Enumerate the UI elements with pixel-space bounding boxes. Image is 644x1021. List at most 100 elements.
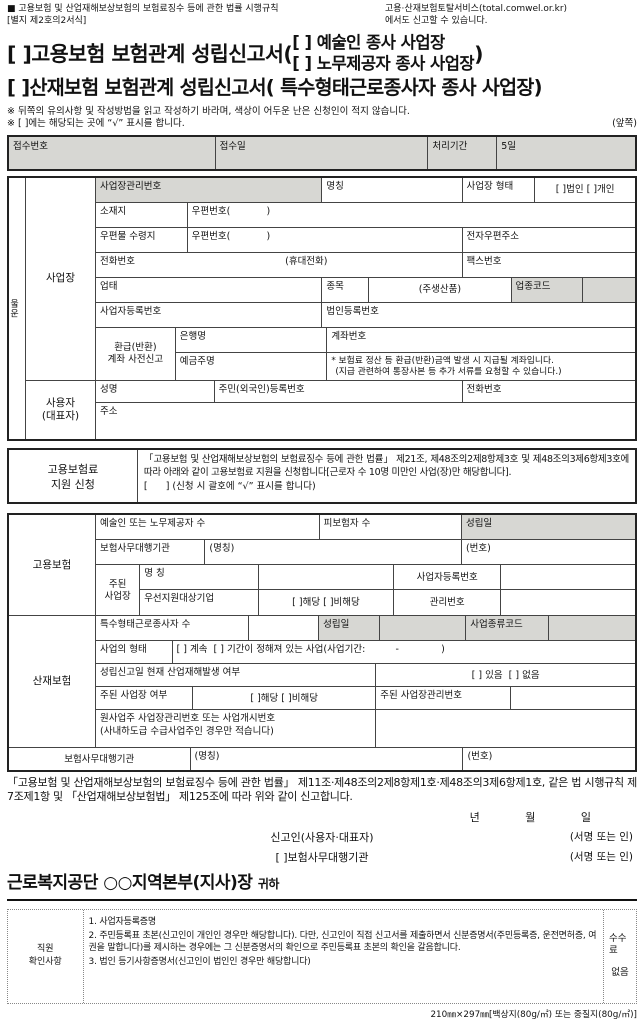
mgmt-no-label: 관리번호 (394, 590, 502, 616)
main-workplace-yn-label: 주된 사업장 여부 (96, 687, 194, 710)
main-workplace-bizno-label: 사업자등록번호 (394, 565, 502, 590)
workplace-type-checkboxes: [ ]법인 [ ]개인 (555, 183, 615, 195)
rule-reference-line2: [별지 제2호의2서식] (7, 15, 87, 26)
industrial-agency-no-field: (번호) (467, 751, 493, 763)
account-holder-field: 예금주명 (176, 352, 328, 381)
processing-period-label: 처리기간 (428, 136, 498, 169)
receipt-table: 접수번호 접수일 처리기간 5일 (7, 134, 637, 171)
industry-code-field (583, 277, 635, 302)
option-labor-provider-workplace: [ ] 노무제공자 종사 사업장 (292, 53, 475, 73)
processing-period-value: 5일 (501, 140, 517, 152)
refund-account-group: 환급(반환) 계좌 사전신고 은행명 계좌번호 예금주명 * 보 (96, 327, 635, 381)
online-service-line1: 고용·산재보험토탈서비스(total.comwel.or.kr) (385, 4, 568, 14)
title-industrial-insurance: [ ]산재보험 보험관계 성립신고서( 특수형태근로종사자 종사 사업장) (7, 76, 543, 100)
industry-code-label: 업종코드 (511, 277, 584, 302)
main-product-field: (주생산품) (369, 277, 512, 302)
biz-code-value (548, 616, 635, 641)
agency-sign-row: [ ]보험사무대행기관 (서명 또는 인) (7, 851, 637, 865)
biz-type-field: 업태 (96, 277, 323, 302)
staff-item-3: 3. 법인 등기사항증명서(신고인이 법인인 경우만 해당합니다) (88, 957, 311, 968)
title-line1-options: [ ] 예술인 종사 사업장 [ ] 노무제공자 종사 사업장 (292, 33, 474, 74)
signature-note-2: (서명 또는 인) (569, 850, 633, 863)
employment-insurance-label: 고용보험 (9, 515, 96, 616)
mgmt-no-field: 사업장관리번호 (96, 177, 323, 202)
table-row: 사업의 형태 [ ] 계속 [ ] 기간이 정해져 있는 사업(사업기간: - … (96, 641, 635, 665)
mail-address-label: 우편물 수령지 (96, 227, 188, 252)
fax-field: 팩스번호 (466, 255, 502, 267)
owner-address-field: 주소 (100, 406, 118, 418)
insurance-detail-table: 고용보험 예술인 또는 노무제공자 수 피보험자 수 성립일 보험사무대행기관 … (7, 513, 637, 773)
accident-occurrence-label: 성립신고일 현재 산업재해발생 여부 (96, 664, 377, 687)
signature-note-1: (서명 또는 인) (569, 830, 633, 843)
corp-reg-no-field: 법인등록번호 (326, 305, 379, 317)
instruction-notes: ※ 뒤쪽의 유의사항 및 작성방법을 읽고 작성하기 바라며, 색상이 어두운 … (7, 106, 637, 130)
main-workplace-mgmtno-value (511, 687, 635, 709)
declarant-sign-row: 신고인(사용자·대표자) (서명 또는 인) (7, 831, 637, 845)
industrial-insurance-label: 산재보험 (9, 616, 96, 748)
receipt-date-cell: 접수일 (216, 136, 429, 169)
staff-item-1: 1. 사업자등록증명 (88, 916, 157, 927)
biz-code-label: 사업종류코드 (466, 616, 549, 641)
note-2: ※ [ ]에는 해당되는 곳에 “√” 표시를 합니다. (7, 118, 185, 130)
industrial-agency-row: 보험사무대행기관 (명칭) (번호) (9, 748, 635, 771)
paper-spec: 210㎜×297㎜[백상지(80g/㎡) 또는 중질지(80g/㎡)] (430, 1009, 637, 1020)
premium-support-table: 고용보험료 지원 신청 「고용보험 및 산업재해보상보험의 보험료징수 등에 관… (7, 448, 637, 505)
staff-item-2: 2. 주민등록표 초본(신고인이 개인인 경우만 해당합니다). 다만, 신고인… (88, 931, 597, 953)
note-1: ※ 뒤쪽의 유의사항 및 작성방법을 읽고 작성하기 바라며, 색상이 어두운 … (7, 106, 410, 118)
rule-reference: ■ 고용보험 및 산업재해보상보험의 보험료징수 등에 관한 법률 시행규칙 [… (7, 4, 375, 27)
employment-est-date-field: 성립일 (461, 515, 635, 540)
table-row: 성명 주민(외국인)등록번호 전화번호 (96, 381, 635, 404)
industrial-est-date-label: 성립일 (319, 616, 381, 641)
owner-phone-field: 전화번호 (466, 384, 502, 396)
employment-agency-label: 보험사무대행기관 (96, 540, 206, 565)
location-label: 소재지 (96, 202, 188, 227)
premium-support-label: 고용보험료 지원 신청 (9, 450, 138, 503)
table-row: 성립신고일 현재 산업재해발생 여부 [ ] 있음 [ ] 없음 (96, 664, 635, 688)
declaration-section: 「고용보험 및 산업재해보상보험의 보험료징수 등에 관한 법률」 제11조·제… (7, 776, 637, 894)
common-side-label: 공통 (9, 177, 26, 440)
table-row: 우선지원대상기업 [ ]해당 [ ]비해당 관리번호 (140, 590, 635, 616)
owner-name-field: 성명 (96, 381, 215, 403)
table-row: 명 칭 사업자등록번호 (140, 565, 635, 591)
workplace-type-label: 사업장 형태 (463, 177, 536, 202)
table-row: 보험사무대행기관 (명칭) (번호) (96, 540, 635, 566)
biz-reg-no-field: 사업자등록번호 (96, 302, 323, 327)
workplace-name-field: 명칭 (322, 177, 463, 202)
insured-count-field: 피보험자 수 (320, 515, 462, 540)
phone-field: 전화번호 (휴대전화) (96, 252, 463, 277)
staff-confirmation-table: 직원 확인사항 1. 사업자등록증명 2. 주민등록표 초본(신고인이 개인인 … (7, 908, 637, 1004)
email-field: 전자우편주소 (466, 230, 519, 242)
main-workplace-group: 주된 사업장 명 칭 사업자등록번호 우선지원대상기업 [ ]해당 [ ]비해당 (96, 565, 635, 616)
premium-support-checkbox: [ ] (신청 시 괄호에 “√” 표시를 합니다) (143, 480, 316, 492)
main-workplace-yn-checkboxes: [ ]해당 [ ]비해당 (193, 687, 377, 710)
mobile-field: (휴대전화) (285, 255, 328, 267)
original-employer-value (376, 710, 635, 747)
artist-count-field: 예술인 또는 노무제공자 수 (96, 515, 320, 540)
section-divider (7, 898, 637, 901)
title-line1-prefix: [ ]고용보험 보험관계 성립신고서( (7, 41, 293, 66)
receipt-no-cell: 접수번호 (9, 136, 216, 169)
table-row: 주된 사업장 여부 [ ]해당 [ ]비해당 주된 사업장관리번호 (96, 687, 635, 711)
online-service-line2: 에서도 신고할 수 있습니다. (385, 15, 488, 26)
table-row: 원사업주 사업장관리번호 또는 사업개시번호 (사내하도급 수급사업주인 경우만… (96, 710, 635, 748)
item-label: 종목 (322, 277, 370, 302)
business-form-checkboxes: [ ] 계속 [ ] 기간이 정해져 있는 사업(사업기간: - ) (176, 644, 445, 656)
special-worker-count-value (249, 616, 320, 641)
table-row: 우편물 수령지 우편번호( ) 전자우편주소 (96, 227, 635, 253)
priority-company-label: 우선지원대상기업 (140, 590, 259, 616)
workplace-label: 사업장 (26, 177, 96, 381)
bank-name-field: 은행명 (176, 327, 328, 352)
table-row: 예금주명 * 보험료 정산 등 환급(반환)금액 발생 시 지급될 계좌입니다.… (176, 352, 635, 381)
industrial-insurance-group: 산재보험 특수형태근로종사자 수 성립일 사업종류코드 사업의 형태 [ ] 계… (9, 616, 635, 749)
table-row: 예술인 또는 노무제공자 수 피보험자 수 성립일 (96, 515, 635, 541)
table-row: 소재지 우편번호( ) (96, 202, 635, 228)
declarant-label: 신고인(사용자·대표자) (270, 830, 374, 844)
common-section-table: 공통 사업장 사업장관리번호 명칭 사업장 형태 [ ]법인 [ ]개인 소재지… (7, 175, 637, 442)
online-service-note: 고용·산재보험토탈서비스(total.comwel.or.kr) 에서도 신고할… (385, 4, 637, 27)
main-workplace-mgmtno-label: 주된 사업장관리번호 (376, 687, 512, 710)
recipient-line: 근로복지공단 ○○지역본부(지사)장 귀하 (7, 872, 279, 893)
accident-occurrence-checkboxes: [ ] 있음 [ ] 없음 (471, 669, 540, 681)
table-row: 특수형태근로종사자 수 성립일 사업종류코드 (96, 616, 635, 642)
main-workplace-name-field: 명 칭 (140, 565, 259, 590)
